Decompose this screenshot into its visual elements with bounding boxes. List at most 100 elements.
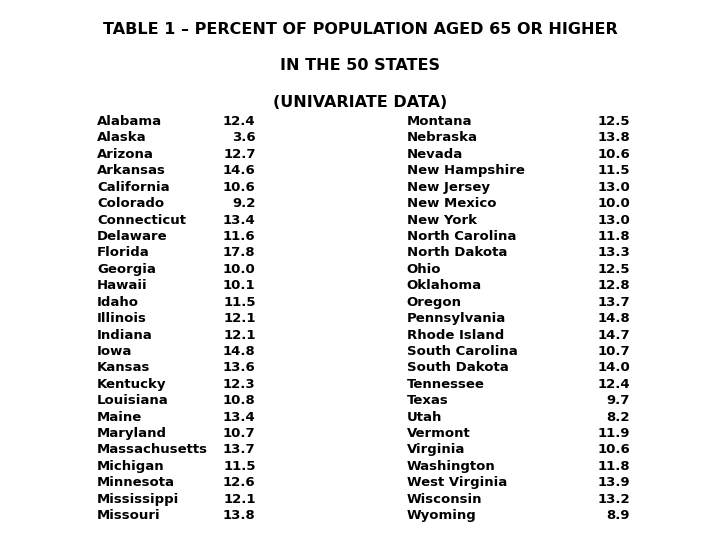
Text: 12.4: 12.4: [598, 378, 630, 391]
Text: South Carolina: South Carolina: [407, 345, 518, 358]
Text: Vermont: Vermont: [407, 427, 471, 440]
Text: 12.5: 12.5: [598, 115, 630, 128]
Text: 12.1: 12.1: [223, 493, 256, 506]
Text: 17.8: 17.8: [223, 246, 256, 259]
Text: 13.9: 13.9: [598, 476, 630, 489]
Text: Pennsylvania: Pennsylvania: [407, 312, 506, 325]
Text: Rhode Island: Rhode Island: [407, 328, 504, 341]
Text: 13.4: 13.4: [223, 213, 256, 227]
Text: Arizona: Arizona: [97, 148, 154, 161]
Text: Nebraska: Nebraska: [407, 131, 478, 144]
Text: Wisconsin: Wisconsin: [407, 493, 482, 506]
Text: New Hampshire: New Hampshire: [407, 164, 525, 177]
Text: 12.4: 12.4: [223, 115, 256, 128]
Text: North Dakota: North Dakota: [407, 246, 507, 259]
Text: 10.7: 10.7: [598, 345, 630, 358]
Text: 10.6: 10.6: [598, 148, 630, 161]
Text: Minnesota: Minnesota: [97, 476, 175, 489]
Text: 13.2: 13.2: [598, 493, 630, 506]
Text: New Jersey: New Jersey: [407, 181, 490, 194]
Text: 11.5: 11.5: [223, 296, 256, 309]
Text: Connecticut: Connecticut: [97, 213, 186, 227]
Text: Arkansas: Arkansas: [97, 164, 166, 177]
Text: 13.0: 13.0: [598, 181, 630, 194]
Text: Nevada: Nevada: [407, 148, 463, 161]
Text: 12.1: 12.1: [223, 328, 256, 341]
Text: 11.9: 11.9: [598, 427, 630, 440]
Text: South Dakota: South Dakota: [407, 361, 508, 374]
Text: 14.8: 14.8: [223, 345, 256, 358]
Text: 11.6: 11.6: [223, 230, 256, 243]
Text: Kentucky: Kentucky: [97, 378, 167, 391]
Text: 3.6: 3.6: [232, 131, 256, 144]
Text: Georgia: Georgia: [97, 263, 156, 276]
Text: 11.5: 11.5: [598, 164, 630, 177]
Text: Alabama: Alabama: [97, 115, 162, 128]
Text: Kansas: Kansas: [97, 361, 150, 374]
Text: Illinois: Illinois: [97, 312, 147, 325]
Text: Oklahoma: Oklahoma: [407, 279, 482, 292]
Text: 8.9: 8.9: [606, 509, 630, 522]
Text: 10.8: 10.8: [223, 394, 256, 407]
Text: 13.6: 13.6: [223, 361, 256, 374]
Text: TABLE 1 – PERCENT OF POPULATION AGED 65 OR HIGHER: TABLE 1 – PERCENT OF POPULATION AGED 65 …: [103, 22, 617, 37]
Text: 10.0: 10.0: [598, 197, 630, 210]
Text: 14.6: 14.6: [223, 164, 256, 177]
Text: Indiana: Indiana: [97, 328, 153, 341]
Text: Oregon: Oregon: [407, 296, 462, 309]
Text: Virginia: Virginia: [407, 443, 465, 456]
Text: 12.5: 12.5: [598, 263, 630, 276]
Text: West Virginia: West Virginia: [407, 476, 507, 489]
Text: Iowa: Iowa: [97, 345, 132, 358]
Text: New York: New York: [407, 213, 477, 227]
Text: 13.7: 13.7: [598, 296, 630, 309]
Text: Maryland: Maryland: [97, 427, 167, 440]
Text: Florida: Florida: [97, 246, 150, 259]
Text: Michigan: Michigan: [97, 460, 165, 473]
Text: Delaware: Delaware: [97, 230, 168, 243]
Text: Colorado: Colorado: [97, 197, 164, 210]
Text: 14.7: 14.7: [598, 328, 630, 341]
Text: Texas: Texas: [407, 394, 449, 407]
Text: 13.0: 13.0: [598, 213, 630, 227]
Text: New Mexico: New Mexico: [407, 197, 496, 210]
Text: 12.7: 12.7: [223, 148, 256, 161]
Text: 8.2: 8.2: [606, 410, 630, 424]
Text: 13.7: 13.7: [223, 443, 256, 456]
Text: (UNIVARIATE DATA): (UNIVARIATE DATA): [273, 95, 447, 110]
Text: IN THE 50 STATES: IN THE 50 STATES: [280, 58, 440, 73]
Text: California: California: [97, 181, 170, 194]
Text: 12.6: 12.6: [223, 476, 256, 489]
Text: 9.2: 9.2: [233, 197, 256, 210]
Text: North Carolina: North Carolina: [407, 230, 516, 243]
Text: 12.3: 12.3: [223, 378, 256, 391]
Text: 13.8: 13.8: [223, 509, 256, 522]
Text: Utah: Utah: [407, 410, 442, 424]
Text: 12.1: 12.1: [223, 312, 256, 325]
Text: Ohio: Ohio: [407, 263, 441, 276]
Text: Missouri: Missouri: [97, 509, 161, 522]
Text: Maine: Maine: [97, 410, 143, 424]
Text: Montana: Montana: [407, 115, 472, 128]
Text: Wyoming: Wyoming: [407, 509, 477, 522]
Text: 11.8: 11.8: [598, 230, 630, 243]
Text: Mississippi: Mississippi: [97, 493, 179, 506]
Text: 10.7: 10.7: [223, 427, 256, 440]
Text: 9.7: 9.7: [607, 394, 630, 407]
Text: 10.0: 10.0: [223, 263, 256, 276]
Text: Washington: Washington: [407, 460, 495, 473]
Text: Hawaii: Hawaii: [97, 279, 148, 292]
Text: 10.6: 10.6: [223, 181, 256, 194]
Text: 14.8: 14.8: [598, 312, 630, 325]
Text: 11.8: 11.8: [598, 460, 630, 473]
Text: Idaho: Idaho: [97, 296, 139, 309]
Text: 14.0: 14.0: [598, 361, 630, 374]
Text: Tennessee: Tennessee: [407, 378, 485, 391]
Text: 13.8: 13.8: [598, 131, 630, 144]
Text: 12.8: 12.8: [598, 279, 630, 292]
Text: Louisiana: Louisiana: [97, 394, 169, 407]
Text: Massachusetts: Massachusetts: [97, 443, 208, 456]
Text: 10.1: 10.1: [223, 279, 256, 292]
Text: 13.4: 13.4: [223, 410, 256, 424]
Text: 13.3: 13.3: [598, 246, 630, 259]
